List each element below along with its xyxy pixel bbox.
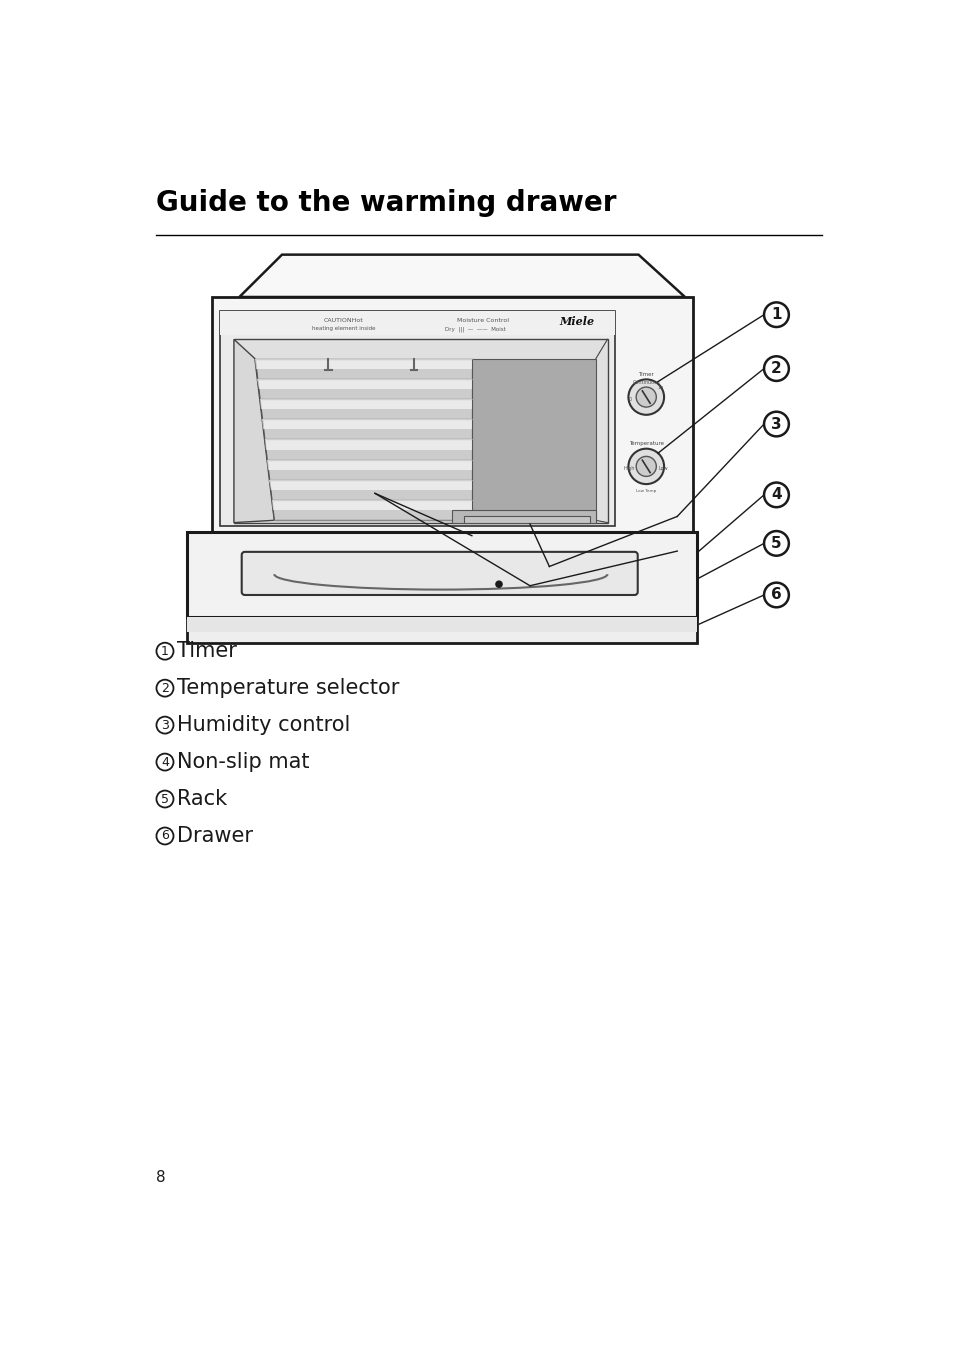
Circle shape [628,449,663,484]
Circle shape [156,680,173,696]
Text: Guide to the warming drawer: Guide to the warming drawer [155,189,616,218]
Text: Low Temp: Low Temp [636,489,656,492]
Circle shape [763,412,788,437]
Text: Continuous: Continuous [632,380,659,385]
Text: Timer: Timer [638,372,654,376]
Bar [212,297,692,531]
Polygon shape [239,254,684,297]
Circle shape [763,483,788,507]
Bar [220,311,615,335]
Text: 2: 2 [161,681,169,695]
Polygon shape [464,516,590,523]
Polygon shape [267,460,472,469]
Circle shape [496,581,501,587]
Text: Dry  |||  —  ——  Moist: Dry ||| — —— Moist [445,326,506,331]
Polygon shape [254,358,472,369]
Text: 5: 5 [770,535,781,550]
Polygon shape [257,379,472,389]
Circle shape [156,642,173,660]
Circle shape [763,531,788,556]
Circle shape [156,827,173,845]
Circle shape [763,357,788,381]
Circle shape [763,303,788,327]
Text: Rack: Rack [177,790,227,808]
Text: 4: 4 [161,756,169,768]
Circle shape [628,380,663,415]
Text: 3: 3 [161,719,169,731]
Text: Miele: Miele [558,316,594,327]
Bar [187,617,696,631]
Text: 5: 5 [161,792,169,806]
Bar [187,617,696,644]
Polygon shape [262,419,472,430]
Polygon shape [269,480,472,489]
Polygon shape [472,358,596,521]
Text: 2: 2 [770,361,781,376]
Bar [187,531,696,617]
Circle shape [156,753,173,771]
Polygon shape [452,510,596,523]
Text: Temperature: Temperature [628,441,663,446]
Polygon shape [264,439,472,450]
Text: 1: 1 [161,645,169,657]
Text: 8: 8 [155,1169,165,1184]
Bar [233,339,607,523]
Text: Low: Low [658,466,667,472]
Text: 3: 3 [770,416,781,431]
Text: Timer: Timer [177,641,237,661]
Text: 1: 1 [770,307,781,322]
Text: Temperature selector: Temperature selector [177,679,399,698]
Polygon shape [259,399,472,410]
Polygon shape [254,358,472,521]
Text: heating element inside: heating element inside [312,326,375,331]
Circle shape [636,387,656,407]
Bar [220,311,615,526]
Circle shape [156,791,173,807]
Text: Non-slip mat: Non-slip mat [177,752,310,772]
Polygon shape [272,500,472,510]
Text: High: High [623,466,635,472]
Text: 6: 6 [770,588,781,603]
Text: Humidity control: Humidity control [177,715,351,735]
FancyBboxPatch shape [241,552,637,595]
Circle shape [636,457,656,476]
Text: Moisture Control: Moisture Control [457,318,509,323]
Polygon shape [233,339,274,523]
Circle shape [156,717,173,734]
Circle shape [763,583,788,607]
Text: 0: 0 [628,397,631,402]
Text: 4: 4 [770,487,781,503]
Text: CAUTIONHot: CAUTIONHot [324,318,363,323]
Text: Drawer: Drawer [177,826,253,846]
Text: 6: 6 [161,830,169,842]
Text: 1h: 1h [657,385,662,391]
